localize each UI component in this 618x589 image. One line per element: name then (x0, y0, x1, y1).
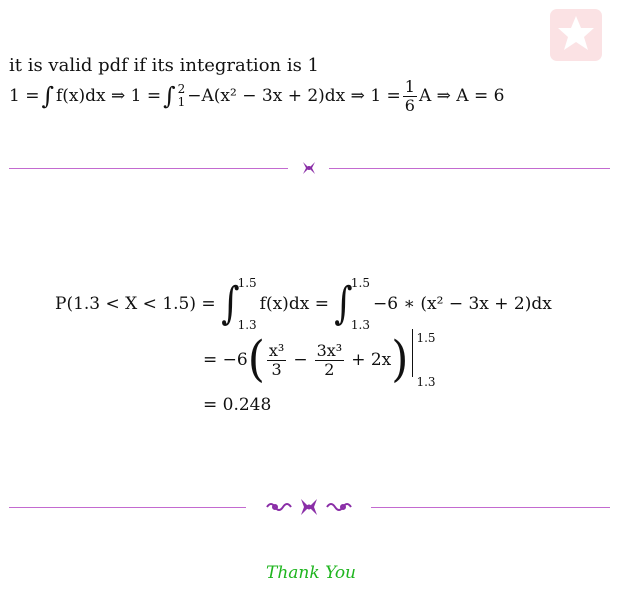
term1-fraction: x³ 3 (266, 340, 287, 379)
t1-den: 3 (271, 359, 282, 379)
intro-text: it is valid pdf if its integration is 1 (9, 55, 320, 76)
integral-symbol-2: ∫ (163, 82, 176, 110)
term2-fraction: 3x³ 2 (314, 340, 345, 379)
eval-lower: 1.3 (416, 375, 436, 389)
evaluation-bar: 1.5 1.3 (412, 329, 436, 389)
minus-sign: − (293, 350, 308, 370)
term3: + 2x (351, 350, 392, 370)
int-lower-2: 1.3 (350, 318, 370, 332)
frac-num: 1 (402, 76, 417, 97)
divider-bottom-right (371, 507, 610, 508)
eval-upper: 1.5 (416, 331, 436, 345)
thank-you-text: Thank You (266, 563, 357, 583)
integral-symbol: ∫ (41, 82, 54, 110)
frac-den: 6 (404, 95, 415, 115)
star-flower-logo-icon (550, 9, 602, 61)
divider-top-right (329, 168, 610, 169)
int-upper-2: 1.5 (350, 276, 370, 290)
norm-part2: f(x)dx ⇒ 1 = (55, 86, 162, 106)
prob-result: = 0.248 (203, 395, 272, 415)
scroll-fleuron-ornament-icon (266, 499, 352, 515)
prob-row-1: P(1.3 < X < 1.5) = ∫ 1.5 1.3 f(x)dx = ∫ … (55, 275, 552, 333)
prob-lhs: P(1.3 < X < 1.5) = (55, 294, 216, 314)
t2-num: 3x³ (314, 340, 345, 361)
prob-row-3: = 0.248 (203, 395, 271, 415)
normalization-equation: 1 = ∫ f(x)dx ⇒ 1 = ∫ 2 1 −A(x² − 3x + 2)… (9, 75, 504, 117)
divider-top-left (9, 168, 288, 169)
fleuron-ornament-icon (303, 162, 315, 174)
t2-den: 2 (324, 359, 335, 379)
prob-integrand: −6 ∗ (x² − 3x + 2)dx (372, 294, 552, 314)
int-lower-1: 1.3 (237, 318, 257, 332)
norm-part3: −A(x² − 3x + 2)dx ⇒ 1 = (187, 86, 401, 106)
norm-part4: A ⇒ A = 6 (418, 86, 505, 106)
norm-part1: 1 = (9, 86, 40, 106)
divider-bottom-left (9, 507, 246, 508)
prob-fx: f(x)dx = (259, 294, 329, 314)
t1-num: x³ (266, 340, 287, 361)
row2-prefix: = −6 (203, 350, 248, 370)
fraction-one-sixth: 1 6 (402, 76, 417, 115)
int-upper-1: 1.5 (237, 276, 257, 290)
int2-upper: 2 (177, 82, 186, 96)
integral-2: ∫ 1.5 1.3 (334, 276, 370, 332)
integral-1: ∫ 1.5 1.3 (220, 276, 257, 332)
int2-lower: 1 (177, 95, 186, 109)
prob-row-2: = −6 ( x³ 3 − 3x³ 2 + 2x ) 1.5 1.3 (203, 329, 436, 389)
